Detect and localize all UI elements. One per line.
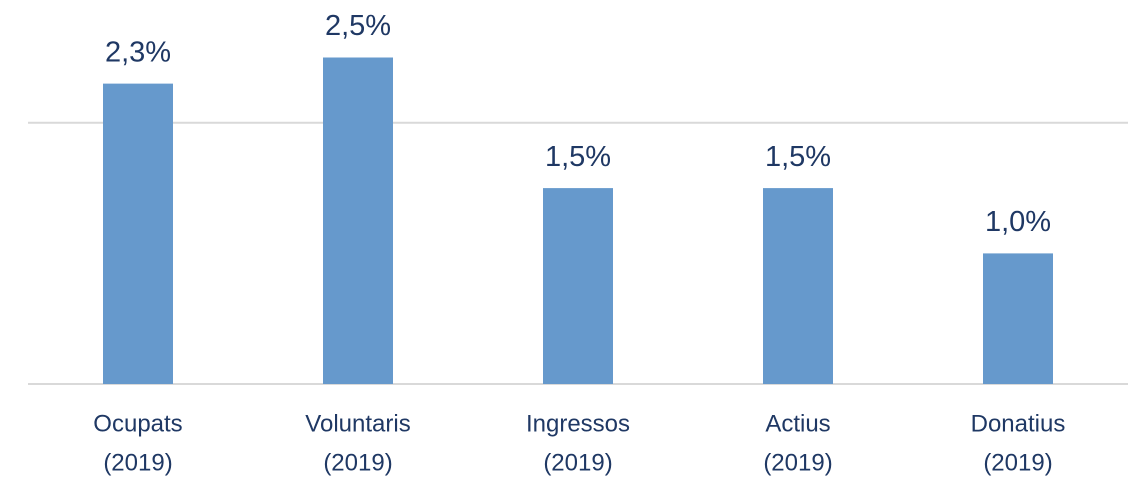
x-tick-label: Ocupats [93,410,182,437]
data-label: 1,0% [985,206,1051,238]
x-tick-label: Actius [765,410,830,437]
x-tick-label: (2019) [763,449,832,476]
data-label: 1,5% [765,141,831,173]
bar [763,188,833,384]
bar [543,188,613,384]
x-tick-label: Ingressos [526,410,630,437]
bar [103,83,173,385]
bar [323,57,393,384]
x-tick-label: (2019) [323,449,392,476]
x-tick-label: Voluntaris [305,410,410,437]
x-tick-label: Donatius [971,410,1066,437]
x-tick-label: (2019) [983,449,1052,476]
x-tick-label: (2019) [543,449,612,476]
data-label: 2,5% [325,10,391,42]
x-tick-label: (2019) [103,449,172,476]
data-label: 1,5% [545,141,611,173]
bar [983,253,1053,384]
data-label: 2,3% [105,36,171,68]
